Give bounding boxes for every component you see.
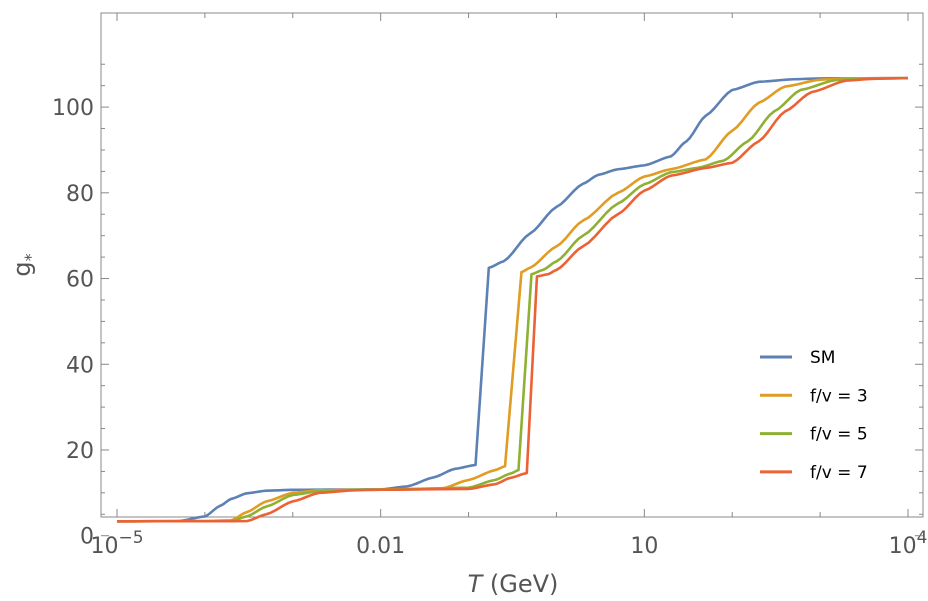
x-tick-label: 10 [630, 534, 658, 559]
legend-label-2: f/v = 3 [810, 386, 868, 406]
legend-label-4: f/v = 7 [810, 463, 868, 483]
x-tick-label: 0.01 [356, 534, 405, 559]
axis-labels: T (GeV) g* [8, 253, 558, 598]
x-tick-label: 10−5 [90, 528, 143, 559]
series-line-3 [116, 76, 909, 523]
plot-border [100, 12, 924, 518]
y-tick-label: 0 [80, 525, 94, 550]
series-line-4 [116, 76, 909, 523]
y-tick-label: 60 [66, 268, 94, 293]
y-tick-label: 40 [66, 353, 94, 378]
y-tick-label: 100 [52, 96, 94, 121]
legend-label-1: SM [810, 348, 835, 368]
series-line-1 [116, 76, 909, 523]
x-tick-label: 104 [889, 528, 928, 559]
series-line-2 [116, 76, 909, 523]
x-axis-label: T (GeV) [468, 570, 559, 598]
plot-frame [100, 12, 924, 518]
y-axis-label: g* [8, 253, 40, 276]
legend: SM f/v = 3 f/v = 5 f/v = 7 [760, 348, 868, 483]
y-tick-label: 20 [66, 439, 94, 464]
y-tick-label: 80 [66, 182, 94, 207]
legend-label-3: f/v = 5 [810, 425, 868, 445]
series-layer [116, 76, 909, 523]
axis-ticks: 10−5 0.01 10 104 0 20 40 60 80 100 [52, 13, 927, 559]
